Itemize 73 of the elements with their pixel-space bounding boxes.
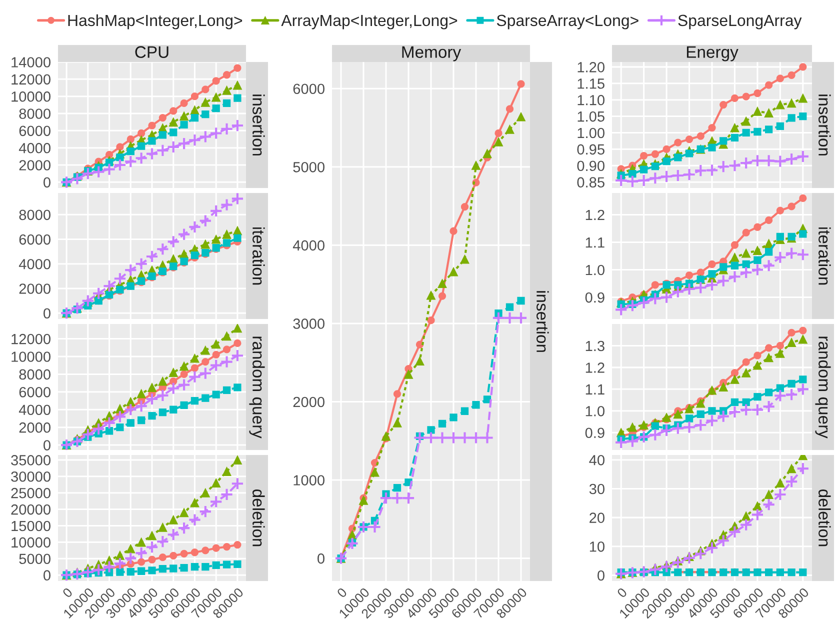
y-tick-label: 0: [44, 570, 50, 581]
text: iteration: [252, 227, 265, 285]
y-tick-label: 10: [590, 542, 604, 552]
y-tick-label: 20000: [11, 504, 50, 515]
y-tick-label: 5000: [19, 554, 50, 564]
y-tick-label: 2000: [19, 284, 50, 294]
text: insertion: [536, 291, 549, 352]
y-tick-label: 6000: [19, 387, 50, 398]
y-tick-label: 8000: [19, 369, 50, 380]
y-tick-label: 4000: [18, 258, 50, 270]
y-tick-label: 1.3: [586, 340, 604, 352]
y-tick-label: 1.10: [578, 94, 604, 106]
y-tick-label: 0.90: [577, 160, 604, 172]
text: insertion: [818, 94, 831, 156]
y-tick-label: 8000: [19, 210, 50, 220]
legend-label: ArrayMap<Integer,Long>: [281, 14, 458, 30]
y-tick-label: 30: [589, 484, 604, 494]
text: iteration: [818, 227, 831, 285]
y-tick-label: 10000: [12, 352, 50, 362]
y-tick-label: 5000: [293, 162, 324, 172]
y-tick-label: 0.9: [585, 428, 604, 438]
y-tick-label: 1.0: [586, 406, 604, 416]
y-tick-label: 0.95: [577, 144, 604, 155]
y-tick-label: 1.05: [578, 111, 604, 122]
y-tick-label: 6000: [19, 126, 50, 136]
y-tick-label: 6000: [19, 234, 50, 245]
y-tick-label: 4000: [292, 240, 324, 251]
y-tick-label: 0: [598, 570, 604, 581]
y-tick-label: 1.0: [586, 264, 604, 276]
chart-title: Energy: [686, 46, 738, 62]
y-tick-label: 14000: [12, 57, 50, 68]
y-tick-label: 0: [44, 440, 50, 450]
y-tick-label: 4000: [18, 404, 50, 416]
y-tick-label: 1.15: [578, 78, 604, 89]
y-tick-label: 20: [590, 512, 604, 523]
y-tick-label: 6000: [293, 84, 324, 94]
y-tick-label: 40: [589, 455, 604, 466]
y-tick-label: 0.85: [577, 177, 604, 188]
y-tick-label: 12000: [12, 334, 50, 344]
y-tick-label: 0.9: [585, 292, 604, 303]
legend-label: SparseArray<Long>: [496, 14, 638, 30]
y-tick-label: 1.2: [586, 210, 604, 220]
y-tick-label: 2000: [19, 422, 50, 433]
y-tick-label: 1.00: [578, 128, 604, 138]
y-tick-label: 0: [44, 308, 50, 319]
y-tick-label: 25000: [11, 488, 50, 498]
text: insertion: [252, 94, 265, 156]
y-tick-label: 3000: [293, 318, 324, 329]
y-tick-label: 1000: [294, 475, 324, 486]
y-tick-label: 1.20: [578, 62, 604, 72]
y-tick-label: 10000: [12, 537, 50, 548]
legend-label: HashMap<Integer,Long>: [68, 14, 242, 30]
text: deletion: [818, 490, 831, 546]
y-tick-label: 0: [318, 553, 324, 564]
y-tick-label: 35000: [11, 455, 50, 466]
y-tick-label: 15000: [12, 520, 50, 532]
chart-title: Memory: [402, 46, 462, 62]
y-tick-label: 12000: [12, 74, 50, 85]
chart-title: CPU: [135, 46, 168, 58]
y-tick-label: 1.2: [586, 362, 604, 373]
y-tick-label: 4000: [18, 142, 50, 154]
text: random query: [249, 336, 265, 438]
text: random query: [815, 336, 831, 438]
y-tick-label: 1.1: [586, 237, 604, 248]
legend-label: SparseLongArray: [678, 14, 802, 30]
y-tick-label: 0: [44, 177, 50, 188]
y-tick-label: 2000: [293, 396, 324, 408]
text: deletion: [252, 490, 265, 546]
y-tick-label: 8000: [19, 108, 50, 119]
y-tick-label: 2000: [19, 160, 50, 170]
y-tick-label: 1.1: [586, 384, 604, 394]
y-tick-label: 10000: [12, 91, 50, 102]
y-tick-label: 30000: [11, 471, 50, 482]
